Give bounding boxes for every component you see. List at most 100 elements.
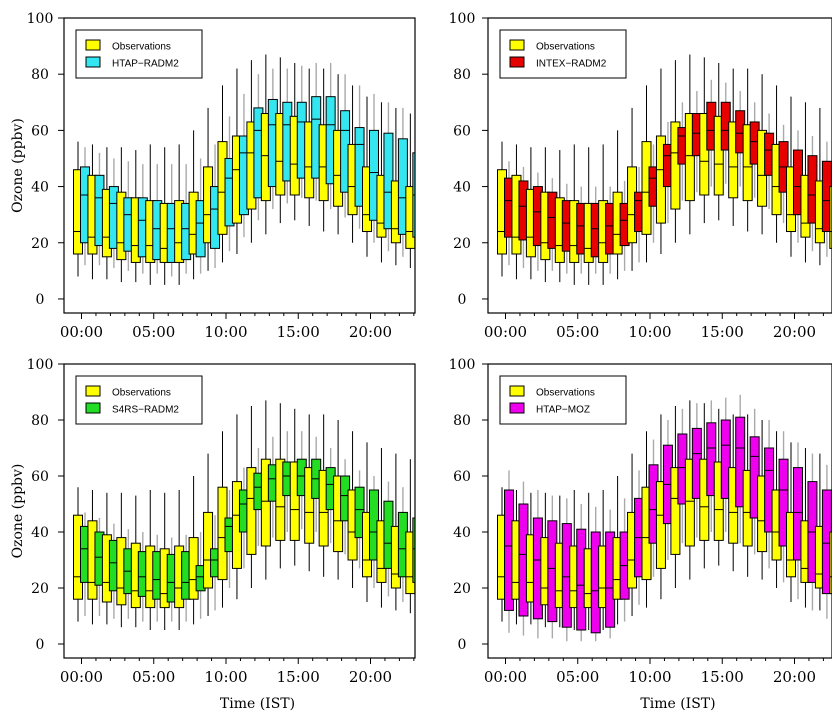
plot-frame xyxy=(487,363,832,659)
legend-label: Observations xyxy=(112,42,171,53)
plot-frame xyxy=(487,17,832,314)
obs-box xyxy=(713,115,724,196)
x-tick-label: 10:00 xyxy=(628,323,671,341)
x-tick-label: 10:00 xyxy=(204,668,247,686)
model-box xyxy=(720,419,731,499)
x-tick-label: 15:00 xyxy=(277,668,320,686)
legend-label: HTAP−RADM2 xyxy=(112,59,179,70)
obs-box xyxy=(829,531,832,595)
x-tick-label: 20:00 xyxy=(349,323,392,341)
x-tick-label: 05:00 xyxy=(132,668,175,686)
y-tick-label: 80 xyxy=(453,413,471,429)
y-tick-label: 0 xyxy=(458,637,467,653)
chart-panel-1: 0 20 40 60 80 100 Ozone (ppbv) 00:00 05:00 10:00 1… xyxy=(10,11,416,341)
x-tick-label: 10:00 xyxy=(204,323,247,341)
obs-box xyxy=(713,461,724,541)
chart-panel-2: 0 20 40 60 80 100 00:00 05:00 10:00 15:00 20:00 Obs… xyxy=(449,11,832,341)
legend: Observations INTEX−RADM2 xyxy=(499,29,627,79)
legend-box xyxy=(75,29,203,79)
legend-swatch-model xyxy=(85,402,101,414)
x-tick-label: 05:00 xyxy=(132,323,175,341)
obs-box xyxy=(289,461,300,541)
y-tick-label: 100 xyxy=(449,11,476,27)
model-box xyxy=(778,458,789,547)
y-tick-label: 40 xyxy=(31,525,49,541)
legend-box xyxy=(499,29,627,79)
obs-box xyxy=(699,113,710,196)
legend: Observations HTAP−RADM2 xyxy=(75,29,203,79)
x-tick-label: 00:00 xyxy=(484,323,527,341)
x-tick-label: 15:00 xyxy=(277,323,320,341)
y-tick-label: 60 xyxy=(453,123,471,139)
y-tick-label: 0 xyxy=(458,292,467,308)
legend-box xyxy=(75,375,203,425)
plot-area xyxy=(497,54,832,285)
x-tick-label: 20:00 xyxy=(349,668,392,686)
obs-box xyxy=(275,458,286,541)
plot-area xyxy=(73,54,415,285)
legend-label: Observations xyxy=(536,388,595,399)
y-tick-label: 100 xyxy=(27,11,54,27)
model-box xyxy=(412,517,415,583)
y-tick-label: 0 xyxy=(36,292,45,308)
y-tick-label: 100 xyxy=(449,357,476,373)
obs-box xyxy=(699,458,710,541)
x-axis-label: Time (IST) xyxy=(220,696,295,712)
legend-swatch-observations xyxy=(509,39,525,51)
plot-frame xyxy=(63,17,416,314)
y-tick-label: 80 xyxy=(31,67,49,83)
obs-box xyxy=(684,113,695,202)
x-tick-label: 15:00 xyxy=(701,668,744,686)
y-tick-label: 40 xyxy=(31,180,49,196)
plot-area xyxy=(73,400,415,630)
x-tick-label: 20:00 xyxy=(773,668,816,686)
y-tick-label: 80 xyxy=(31,413,49,429)
obs-box xyxy=(304,467,315,544)
legend-label: S4RS−RADM2 xyxy=(112,405,179,416)
plot-frame xyxy=(63,363,416,659)
obs-box xyxy=(684,458,695,547)
y-tick-label: 60 xyxy=(31,123,49,139)
legend-box xyxy=(499,375,627,425)
y-tick-label: 20 xyxy=(453,581,471,597)
legend-swatch-observations xyxy=(85,39,101,51)
y-tick-label: 20 xyxy=(31,581,49,597)
legend-label: INTEX−RADM2 xyxy=(536,59,607,70)
x-tick-label: 00:00 xyxy=(484,668,527,686)
legend-label: HTAP−MOZ xyxy=(536,405,590,416)
legend: Observations HTAP−MOZ xyxy=(499,375,627,425)
legend-swatch-model xyxy=(85,56,101,68)
y-tick-label: 60 xyxy=(31,469,49,485)
obs-box xyxy=(829,186,832,249)
legend-swatch-model xyxy=(509,56,525,68)
obs-box xyxy=(260,458,271,547)
chart-panel-4: 0 20 40 60 80 100 00:00 05:00 10:00 15:00 20:00 Tim… xyxy=(449,357,832,712)
obs-box xyxy=(655,481,666,569)
y-tick-label: 20 xyxy=(31,236,49,252)
obs-box xyxy=(670,467,681,555)
y-tick-label: 20 xyxy=(453,236,471,252)
y-axis-label: Ozone (ppbv) xyxy=(10,464,26,559)
obs-box xyxy=(728,121,739,199)
legend-swatch-observations xyxy=(85,385,101,397)
chart-panel-3: 0 20 40 60 80 100 Ozone (ppbv) 00:00 05:00 10:00 1… xyxy=(10,357,416,712)
model-box xyxy=(706,422,717,497)
plot-area xyxy=(497,394,832,642)
legend: Observations S4RS−RADM2 xyxy=(75,375,203,425)
x-tick-label: 00:00 xyxy=(60,323,103,341)
y-tick-label: 80 xyxy=(453,67,471,83)
model-box xyxy=(735,416,746,508)
y-tick-label: 40 xyxy=(453,180,471,196)
legend-swatch-observations xyxy=(509,385,525,397)
legend-swatch-model xyxy=(509,402,525,414)
x-axis-label: Time (IST) xyxy=(640,696,715,712)
legend-label: Observations xyxy=(112,388,171,399)
obs-box xyxy=(246,467,257,555)
y-tick-label: 40 xyxy=(453,525,471,541)
y-axis-label: Ozone (ppbv) xyxy=(10,118,26,213)
y-tick-label: 0 xyxy=(36,637,45,653)
x-tick-label: 05:00 xyxy=(556,668,599,686)
obs-box xyxy=(670,121,681,210)
y-tick-label: 100 xyxy=(27,357,54,373)
